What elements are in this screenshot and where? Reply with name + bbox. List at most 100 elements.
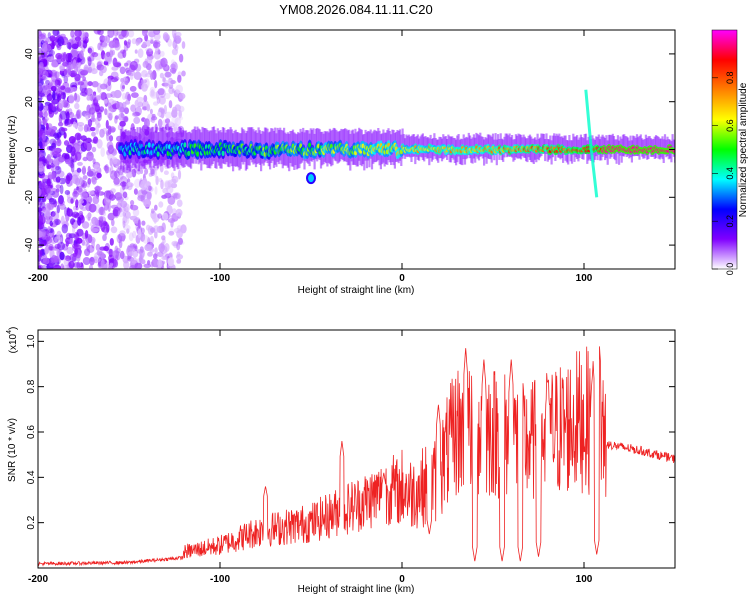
spectrogram-noise-cell xyxy=(81,165,87,176)
spectrogram-noise-cell xyxy=(83,124,89,133)
spectrogram-noise-cell xyxy=(74,36,81,41)
spectrogram-noise-cell xyxy=(134,106,142,116)
spectrogram-noise-cell xyxy=(100,222,106,231)
spectrogram-noise-cell xyxy=(118,239,123,249)
spectrogram-noise-cell xyxy=(127,69,135,77)
spectrogram-noise-cell xyxy=(160,179,164,190)
spectrogram-noise-cell xyxy=(96,95,101,101)
spectrogram-noise-cell xyxy=(41,36,49,45)
spectrogram-noise-cell xyxy=(131,92,139,98)
spectrogram-noise-cell xyxy=(60,263,65,269)
spectrogram-noise-cell xyxy=(89,49,95,57)
spectrogram-noise-cell xyxy=(120,181,128,187)
spectrogram-noise-cell xyxy=(123,206,129,213)
spectrogram-noise-cell xyxy=(178,53,184,63)
spectrogram-noise-cell xyxy=(77,81,85,86)
spectrogram-noise-cell xyxy=(63,140,70,146)
colorbar: 0.0 0.2 0.4 0.6 0.8 Normalized spectral ampl… xyxy=(711,29,749,275)
spectrogram-band-core xyxy=(187,150,191,157)
spectrogram-noise-cell xyxy=(157,213,163,219)
spectrogram-noise-cell xyxy=(155,175,159,186)
spectrogram-noise-cell xyxy=(113,177,120,185)
spectrogram-noise-cell xyxy=(118,200,123,206)
spectrogram-noise-cell xyxy=(137,101,143,108)
spectrogram-noise-cell xyxy=(148,172,153,177)
spectrogram-noise-cell xyxy=(170,79,176,85)
spectrogram-noise-cell xyxy=(112,208,119,217)
spectrogram-noise-cell xyxy=(164,118,171,124)
spectrogram-noise-cell xyxy=(110,226,118,234)
spectrogram-noise-cell xyxy=(142,41,147,48)
spectrogram-band-halo xyxy=(671,134,674,151)
spectrogram-noise-cell xyxy=(55,184,61,189)
spectrogram-noise-cell xyxy=(156,96,161,104)
spectrogram-noise-cell xyxy=(86,244,95,253)
spectrogram-noise-cell xyxy=(108,258,115,264)
spectrogram-noise-cell xyxy=(161,235,166,241)
spectrogram-noise-cell xyxy=(47,32,51,39)
spectrogram-noise-cell xyxy=(46,56,55,61)
spectrogram-noise-cell xyxy=(58,156,65,163)
spectrogram-ytick-label: -40 xyxy=(24,237,35,252)
spectrogram-noise-cell xyxy=(86,151,94,162)
spectrogram-noise-cell xyxy=(131,38,137,45)
spectrogram-noise-cell xyxy=(87,234,93,244)
spectrogram-noise-cell xyxy=(173,33,177,42)
spectrogram-noise-cell xyxy=(38,183,47,189)
spectrogram-noise-cell xyxy=(38,84,43,94)
spectrogram-noise-cell xyxy=(112,57,118,67)
spectrogram-noise-cell xyxy=(91,131,96,137)
spectrogram-noise-cell xyxy=(87,56,92,67)
spectrogram-noise-cell xyxy=(108,135,114,142)
spectrogram-noise-cell xyxy=(107,144,114,155)
spectrogram-noise-cell xyxy=(161,194,168,199)
spectrogram-noise-cell xyxy=(119,66,126,75)
spectrogram-noise-cell xyxy=(38,187,42,197)
spectrogram-noise-cell xyxy=(38,255,42,262)
spectrogram-noise-cell xyxy=(121,85,125,90)
spectrogram-noise-cell xyxy=(51,61,59,68)
spectrogram-noise-cell xyxy=(126,172,133,179)
spectrogram-noise-cell xyxy=(134,49,138,54)
spectrogram-noise-cell xyxy=(122,191,128,199)
spectrogram-noise-cell xyxy=(55,52,63,60)
spectrogram-noise-cell xyxy=(59,184,64,195)
spectrogram-noise-cell xyxy=(54,236,63,244)
spectrogram-noise-cell xyxy=(129,85,137,92)
spectrogram-noise-cell xyxy=(46,93,53,102)
snr-ylabel: SNR (10 * v/v) xyxy=(7,418,18,482)
spectrogram-noise-cell xyxy=(99,106,105,112)
spectrogram-noise-cell xyxy=(47,203,55,210)
spectrogram-noise-cell xyxy=(92,94,96,100)
spectrogram-noise-cell xyxy=(146,49,150,56)
spectrogram-noise-cell xyxy=(106,55,112,63)
spectrogram-noise-cell xyxy=(153,101,159,106)
spectrogram-noise-cell xyxy=(85,137,92,143)
spectrogram-band-halo xyxy=(563,135,566,155)
spectrogram-noise-cell xyxy=(178,105,185,113)
spectrogram-noise-cell xyxy=(109,170,118,180)
spectrogram-noise-cell xyxy=(81,241,89,246)
spectrogram-noise-cell xyxy=(38,214,43,225)
spectrogram-noise-cell xyxy=(162,32,169,40)
spectrogram-noise-cell xyxy=(137,189,145,199)
spectrogram-noise-cell xyxy=(61,223,68,234)
spectrogram-band-halo xyxy=(584,133,588,154)
spectrogram-noise-cell xyxy=(163,170,169,175)
spectrogram-noise-cell xyxy=(38,30,43,38)
spectrogram-noise-cell xyxy=(130,200,135,206)
spectrogram-noise-cell xyxy=(123,224,131,231)
spectrogram-noise-cell xyxy=(51,211,60,221)
spectrogram-noise-cell xyxy=(91,52,99,58)
spectrogram-noise-cell xyxy=(54,71,60,79)
spectrogram-noise-cell xyxy=(74,248,78,255)
spectrogram-noise-cell xyxy=(64,255,71,262)
spectrogram-noise-cell xyxy=(53,153,61,158)
spectrogram-noise-cell xyxy=(87,165,91,174)
spectrogram-noise-cell xyxy=(154,167,157,178)
spectrogram-noise-cell xyxy=(74,132,82,141)
spectrogram-noise-cell xyxy=(108,102,112,111)
spectrogram-noise-cell xyxy=(124,62,129,67)
spectrogram-noise-cell xyxy=(82,257,91,265)
